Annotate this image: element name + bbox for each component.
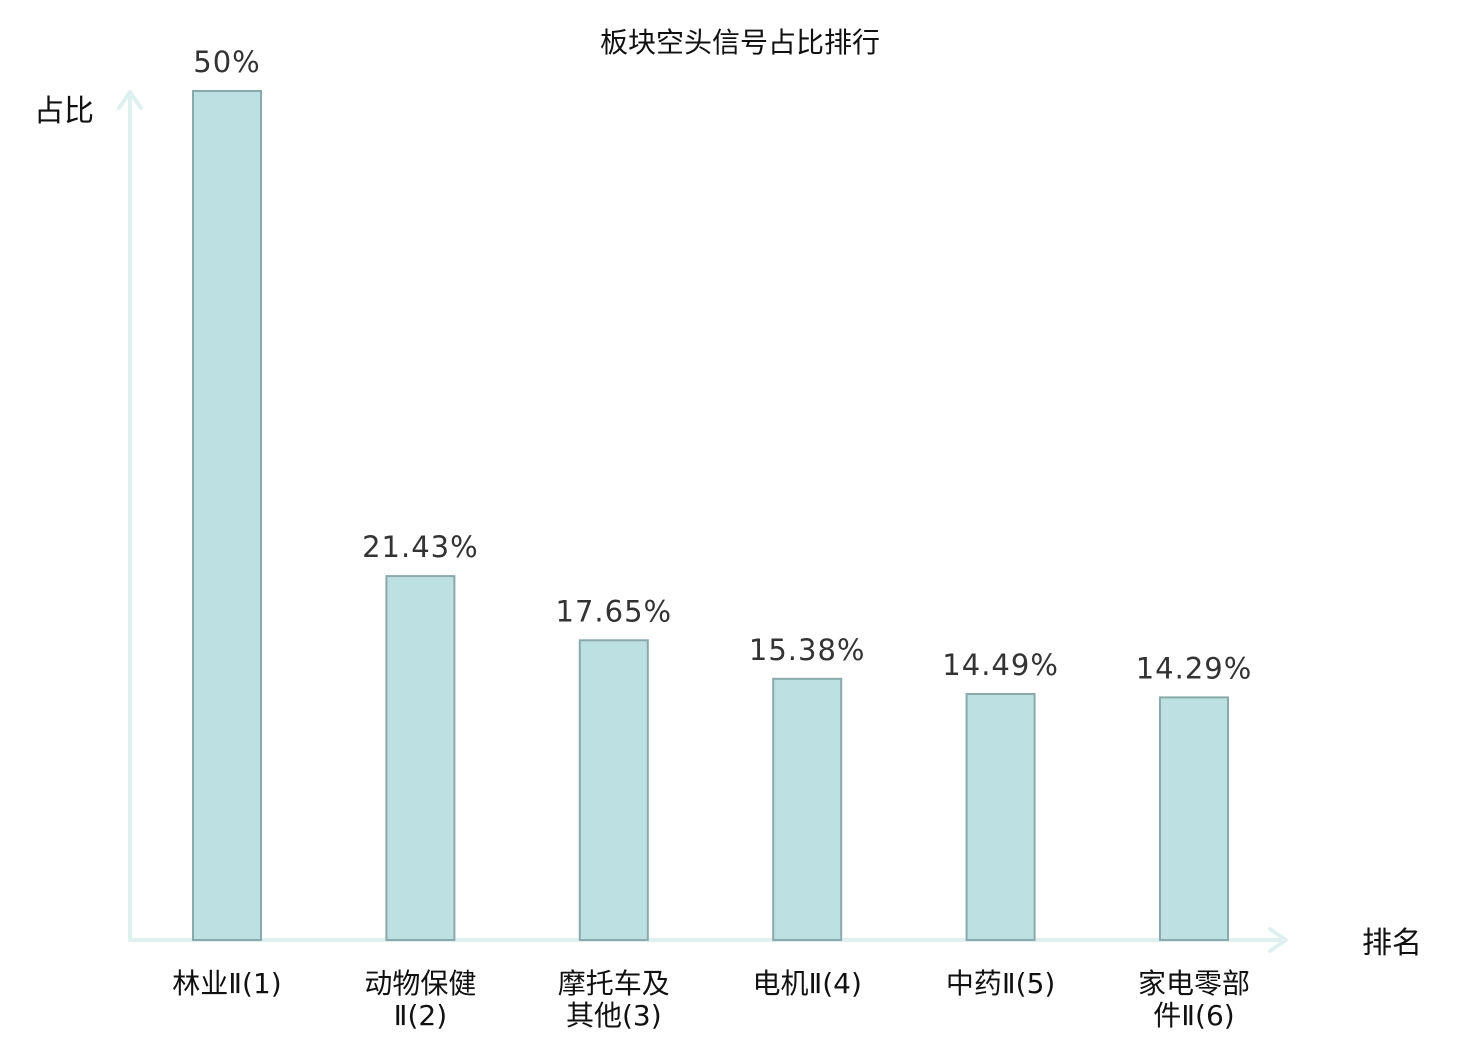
bar xyxy=(772,677,843,941)
category-label: 其他(3) xyxy=(566,999,662,1032)
x-axis-arrow xyxy=(1268,927,1288,953)
category-label: 件Ⅱ(6) xyxy=(1153,999,1234,1032)
y-axis xyxy=(117,90,143,942)
value-label: 17.65% xyxy=(556,594,673,628)
bar xyxy=(1159,696,1229,942)
x-axis xyxy=(128,927,1288,953)
category-label: 电机Ⅱ(4) xyxy=(752,967,861,1000)
category-label: 动物保健 xyxy=(364,967,476,1000)
category-label: 中药Ⅱ(5) xyxy=(946,967,1055,1000)
category-label: 林业Ⅱ(1) xyxy=(172,967,281,1000)
category-label: Ⅱ(2) xyxy=(394,999,447,1032)
value-label: 14.29% xyxy=(1136,651,1253,685)
value-label: 14.49% xyxy=(942,648,1059,682)
value-label: 15.38% xyxy=(749,633,866,667)
y-axis-arrow xyxy=(117,90,143,110)
bar-series xyxy=(192,90,1229,942)
chart-title: 板块空头信号占比排行 xyxy=(600,26,880,59)
bar xyxy=(578,639,649,941)
value-label: 21.43% xyxy=(362,530,479,564)
bar xyxy=(965,693,1036,941)
bar xyxy=(385,575,456,941)
value-labels: 50% 21.43% 17.65% 15.38% 14.49% 14.29% xyxy=(193,45,1253,685)
category-label: 摩托车及 xyxy=(558,967,670,1000)
x-axis-label: 排名 xyxy=(1362,926,1422,961)
bar xyxy=(192,90,262,941)
y-axis-label: 占比 xyxy=(34,94,94,129)
category-label: 家电零部 xyxy=(1138,967,1250,1000)
value-label: 50% xyxy=(193,45,260,79)
